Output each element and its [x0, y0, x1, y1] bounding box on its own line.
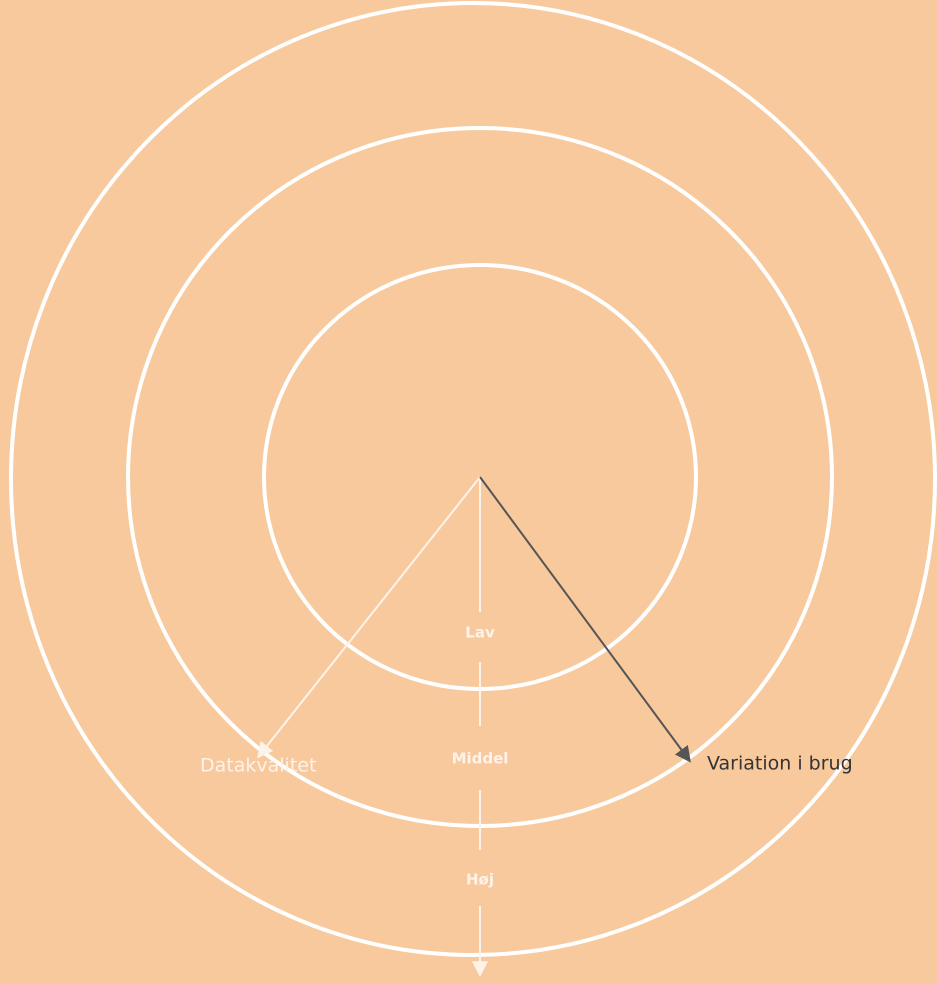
left-arrow	[257, 476, 481, 759]
outer-ring	[9, 1, 937, 957]
axis-label: Variation i brug	[707, 753, 853, 775]
right-arrow	[479, 476, 691, 763]
level-label: Middel	[452, 750, 509, 768]
level-label: Lav	[465, 624, 495, 642]
level-label: Høj	[466, 871, 494, 889]
axis-label: Datakvalitet	[200, 755, 316, 777]
